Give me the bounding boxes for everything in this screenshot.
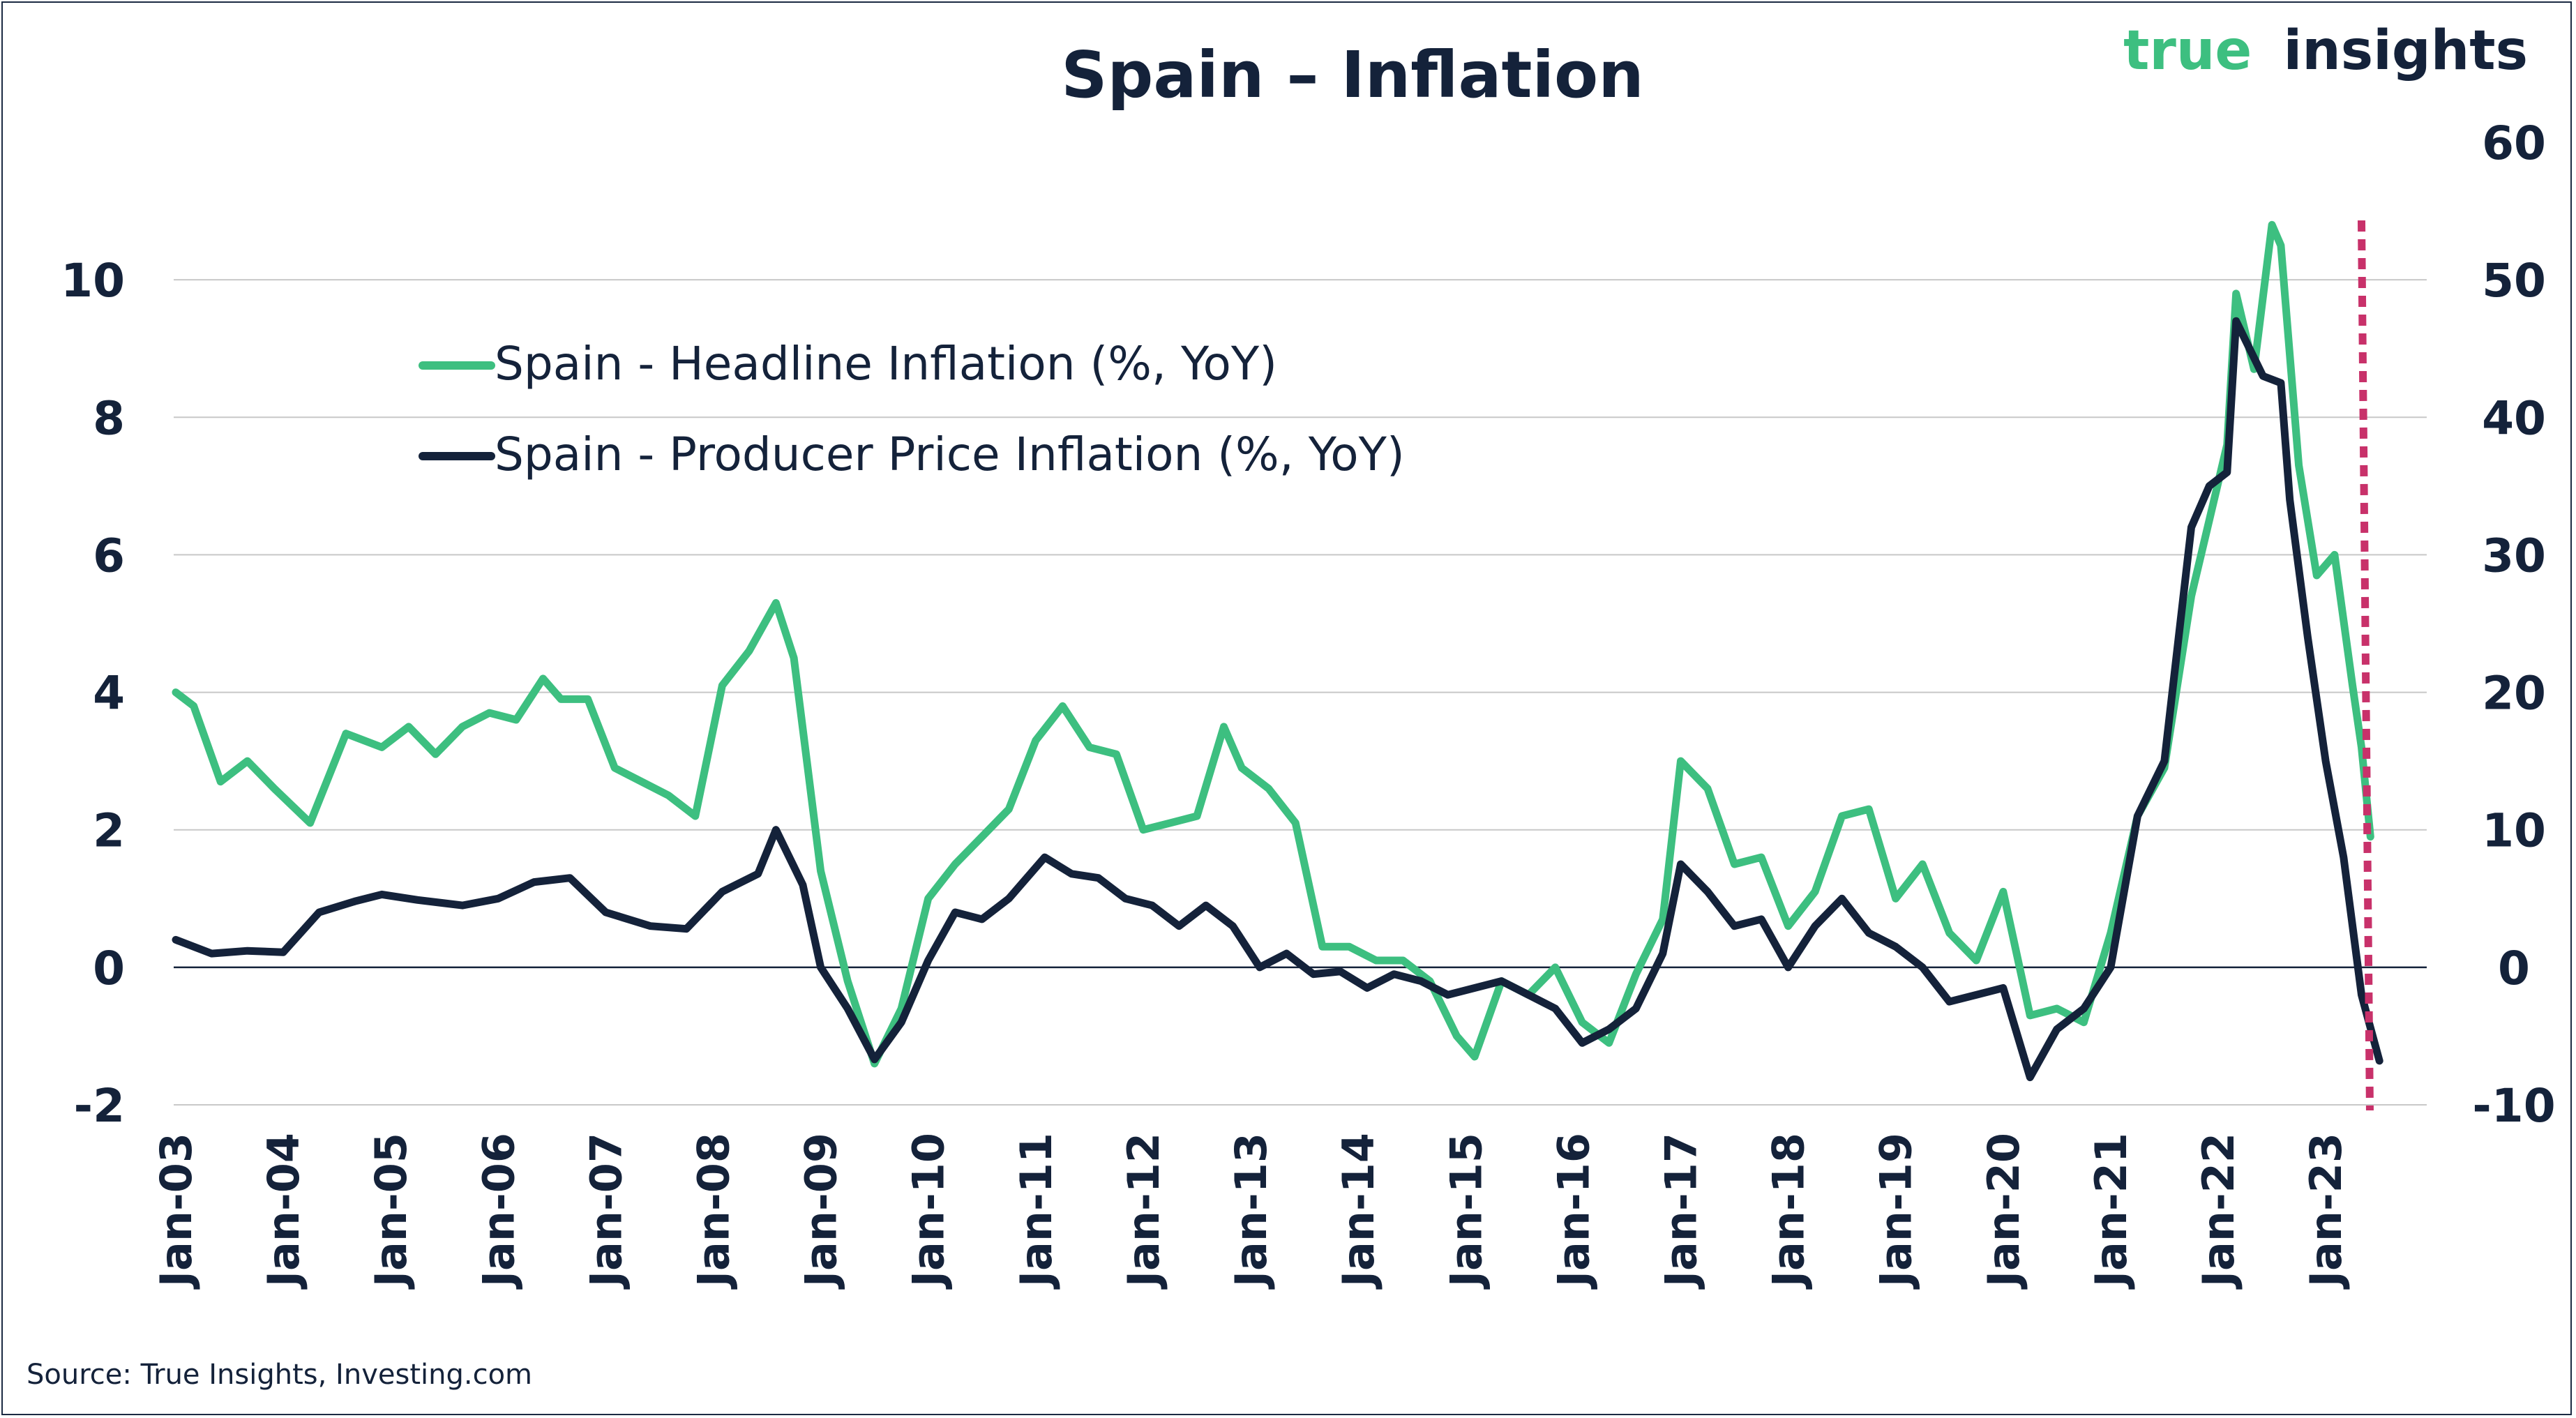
right-tick-label: 0 xyxy=(2498,942,2530,995)
source-note: Source: True Insights, Investing.com xyxy=(27,1359,532,1391)
x-tick-label: Jan-22 xyxy=(2193,1133,2244,1290)
x-tick-label: Jan-19 xyxy=(1871,1133,1922,1290)
left-tick-label: 8 xyxy=(93,391,125,445)
x-tick-label: Jan-05 xyxy=(366,1133,416,1290)
x-tick-label: Jan-20 xyxy=(1978,1133,2029,1290)
right-tick-label: 30 xyxy=(2482,529,2546,582)
left-tick-label: 10 xyxy=(61,254,125,308)
x-tick-label: Jan-03 xyxy=(151,1133,202,1290)
x-tick-label: Jan-07 xyxy=(580,1133,631,1290)
chart-title: Spain – Inflation xyxy=(1061,38,1644,112)
series-lines xyxy=(172,220,2383,1082)
legend-label-headline: Spain - Headline Inflation (%, YoY) xyxy=(495,337,1277,391)
x-tick-label: Jan-16 xyxy=(1548,1133,1599,1290)
x-tick-label: Jan-04 xyxy=(258,1133,309,1290)
line-chart: Spain – Inflation true insights -2 0 2 4 6 8 1… xyxy=(27,20,2556,1391)
series-1 xyxy=(172,317,2383,1082)
left-axis-ticks: -2 0 2 4 6 8 10 xyxy=(61,254,125,1133)
x-tick-label: Jan-15 xyxy=(1440,1133,1491,1290)
x-tick-label: Jan-12 xyxy=(1118,1133,1169,1290)
right-axis-ticks: -10 0 10 20 30 40 50 60 xyxy=(2472,116,2555,1133)
left-tick-label: 2 xyxy=(93,804,125,858)
right-tick-label: 60 xyxy=(2482,116,2546,170)
x-axis-ticks: Jan-03 Jan-04 Jan-05 Jan-06 Jan-07 Jan-08 Jan-… xyxy=(151,1133,2351,1290)
right-tick-label: 10 xyxy=(2482,804,2546,858)
x-tick-label: Jan-21 xyxy=(2086,1133,2137,1290)
vertical-marker xyxy=(2357,220,2374,1111)
x-tick-label: Jan-09 xyxy=(796,1133,847,1290)
right-tick-label: -10 xyxy=(2472,1079,2555,1133)
x-tick-label: Jan-11 xyxy=(1011,1133,1062,1290)
x-tick-label: Jan-14 xyxy=(1333,1133,1384,1290)
x-tick-label: Jan-10 xyxy=(903,1133,954,1290)
x-tick-label: Jan-08 xyxy=(688,1133,739,1290)
x-tick-label: Jan-17 xyxy=(1655,1133,1706,1290)
right-tick-label: 50 xyxy=(2482,254,2546,308)
series-0 xyxy=(172,220,2374,1068)
vertical-marker-line xyxy=(2357,220,2374,1111)
x-tick-label: Jan-13 xyxy=(1226,1133,1276,1290)
left-tick-label: 4 xyxy=(93,667,125,721)
svg-text:true insights: true insights xyxy=(2123,20,2528,82)
series-line-producer xyxy=(172,317,2383,1082)
brand-word-true: true xyxy=(2123,20,2252,82)
legend-label-producer: Spain - Producer Price Inflation (%, YoY… xyxy=(495,428,1405,481)
right-tick-label: 20 xyxy=(2482,667,2546,721)
left-tick-label: -2 xyxy=(74,1079,125,1133)
brand-word-insights: insights xyxy=(2283,20,2528,82)
legend: Spain - Headline Inflation (%, YoY) Spai… xyxy=(419,337,1405,481)
left-tick-label: 0 xyxy=(93,942,125,995)
series-line-headline xyxy=(172,220,2374,1068)
x-tick-label: Jan-06 xyxy=(473,1133,524,1290)
gridlines xyxy=(174,279,2427,1106)
right-tick-label: 40 xyxy=(2482,391,2546,445)
x-tick-label: Jan-18 xyxy=(1763,1133,1814,1290)
brand-logo: true insights xyxy=(2123,20,2528,82)
left-tick-label: 6 xyxy=(93,529,125,582)
x-tick-label: Jan-23 xyxy=(2300,1133,2351,1290)
